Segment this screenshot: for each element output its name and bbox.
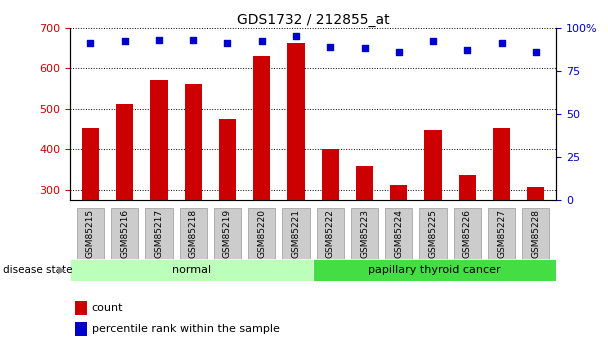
Point (325, 44, 335, 49)
Bar (288, 43, 305, 200)
Text: GSM85218: GSM85218 (188, 209, 198, 258)
Bar (458, 175, 476, 200)
Bar (390, 185, 407, 200)
Text: GSM85219: GSM85219 (223, 209, 232, 258)
Point (257, 39, 266, 44)
FancyBboxPatch shape (385, 208, 412, 260)
Bar (322, 149, 339, 200)
Point (463, 47, 472, 53)
Text: GSM85227: GSM85227 (497, 209, 506, 258)
Point (223, 40, 232, 46)
Text: GSM85216: GSM85216 (120, 209, 130, 258)
Text: GSM85222: GSM85222 (326, 209, 335, 258)
Bar (253, 56, 271, 200)
Point (86, 40, 95, 46)
Point (497, 40, 506, 46)
Bar (527, 187, 544, 200)
Point (291, 33, 301, 39)
Text: GSM85224: GSM85224 (394, 209, 403, 258)
Point (428, 39, 438, 44)
FancyBboxPatch shape (77, 208, 104, 260)
Text: percentile rank within the sample: percentile rank within the sample (92, 324, 280, 334)
Point (188, 37, 198, 42)
FancyBboxPatch shape (145, 208, 173, 260)
Bar (75, 322, 87, 336)
Bar (70, 259, 313, 281)
Point (360, 46, 370, 51)
Text: GSM85221: GSM85221 (291, 209, 300, 258)
FancyBboxPatch shape (111, 208, 138, 260)
FancyBboxPatch shape (317, 208, 344, 260)
Text: count: count (92, 303, 123, 313)
Point (120, 39, 130, 44)
Text: GSM85228: GSM85228 (531, 209, 541, 258)
Bar (82, 128, 99, 200)
FancyBboxPatch shape (522, 208, 549, 260)
Bar (150, 80, 168, 200)
Point (394, 49, 404, 55)
Text: papillary thyroid cancer: papillary thyroid cancer (368, 265, 501, 275)
Text: GSM85223: GSM85223 (360, 209, 369, 258)
Text: GSM85226: GSM85226 (463, 209, 472, 258)
Point (531, 49, 541, 55)
FancyBboxPatch shape (454, 208, 481, 260)
Bar (493, 128, 510, 200)
FancyBboxPatch shape (248, 208, 275, 260)
Title: GDS1732 / 212855_at: GDS1732 / 212855_at (237, 12, 390, 27)
FancyBboxPatch shape (180, 208, 207, 260)
Text: GSM85225: GSM85225 (429, 209, 438, 258)
Bar (75, 301, 87, 315)
Bar (424, 130, 441, 200)
Point (154, 37, 164, 42)
Text: GSM85220: GSM85220 (257, 209, 266, 258)
Bar (219, 119, 236, 200)
FancyBboxPatch shape (420, 208, 446, 260)
Text: normal: normal (172, 265, 211, 275)
Text: GSM85215: GSM85215 (86, 209, 95, 258)
FancyBboxPatch shape (283, 208, 309, 260)
Text: disease state: disease state (3, 265, 72, 275)
Bar (313, 259, 556, 281)
Text: GSM85217: GSM85217 (154, 209, 164, 258)
FancyBboxPatch shape (214, 208, 241, 260)
Text: ▶: ▶ (58, 265, 66, 275)
Bar (116, 104, 133, 200)
FancyBboxPatch shape (488, 208, 515, 260)
Bar (185, 83, 202, 200)
Bar (356, 166, 373, 200)
FancyBboxPatch shape (351, 208, 378, 260)
